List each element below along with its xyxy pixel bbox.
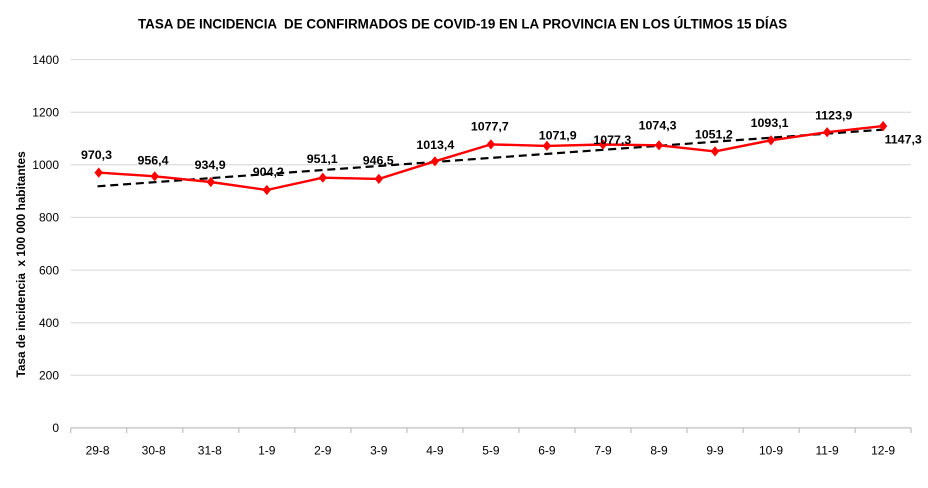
svg-text:904,2: 904,2 — [253, 165, 284, 179]
svg-text:1051,2: 1051,2 — [695, 127, 733, 141]
svg-text:12-9: 12-9 — [871, 443, 895, 457]
svg-text:1-9: 1-9 — [258, 443, 276, 457]
svg-text:970,3: 970,3 — [81, 148, 112, 162]
svg-text:5-9: 5-9 — [482, 443, 500, 457]
svg-text:1400: 1400 — [32, 53, 59, 67]
svg-text:9-9: 9-9 — [706, 443, 724, 457]
svg-text:400: 400 — [39, 316, 59, 330]
svg-text:1200: 1200 — [32, 106, 59, 120]
svg-text:3-9: 3-9 — [370, 443, 388, 457]
svg-text:946,5: 946,5 — [363, 154, 394, 168]
svg-text:1074,3: 1074,3 — [639, 119, 677, 133]
svg-text:934,9: 934,9 — [195, 158, 226, 172]
svg-text:31-8: 31-8 — [198, 443, 222, 457]
svg-text:30-8: 30-8 — [142, 443, 166, 457]
svg-text:2-9: 2-9 — [314, 443, 332, 457]
svg-text:1077,7: 1077,7 — [471, 120, 509, 134]
svg-text:7-9: 7-9 — [594, 443, 612, 457]
svg-text:1147,3: 1147,3 — [885, 132, 922, 146]
svg-text:8-9: 8-9 — [650, 443, 668, 457]
svg-text:Tasa de incidencia x 100 000: Tasa de incidencia x 100 000 habitantes — [14, 151, 28, 378]
svg-text:200: 200 — [39, 369, 59, 383]
svg-text:10-9: 10-9 — [759, 443, 783, 457]
svg-text:1000: 1000 — [32, 158, 59, 172]
svg-text:1077,3: 1077,3 — [593, 133, 631, 147]
svg-text:951,1: 951,1 — [307, 152, 338, 166]
svg-text:956,4: 956,4 — [137, 153, 168, 167]
svg-text:1123,9: 1123,9 — [815, 108, 852, 122]
svg-text:1071,9: 1071,9 — [539, 129, 577, 143]
svg-text:1093,1: 1093,1 — [751, 116, 789, 130]
svg-text:11-9: 11-9 — [816, 443, 839, 457]
svg-text:0: 0 — [52, 421, 59, 435]
svg-text:6-9: 6-9 — [538, 443, 556, 457]
svg-text:1013,4: 1013,4 — [416, 138, 454, 152]
svg-text:TASA DE INCIDENCIA DE CONFIRM: TASA DE INCIDENCIA DE CONFIRMADOS DE COV… — [138, 16, 787, 31]
svg-text:4-9: 4-9 — [426, 443, 444, 457]
svg-text:800: 800 — [39, 211, 59, 225]
svg-text:600: 600 — [39, 263, 59, 277]
svg-text:29-8: 29-8 — [86, 443, 110, 457]
